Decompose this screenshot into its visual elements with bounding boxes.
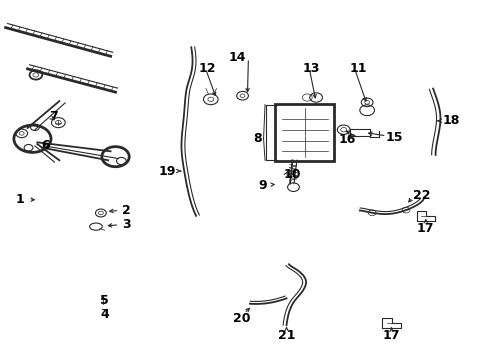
Text: 18: 18	[443, 114, 460, 127]
Text: 11: 11	[350, 62, 368, 75]
Text: 8: 8	[253, 132, 262, 145]
Text: 3: 3	[122, 218, 130, 231]
Text: 22: 22	[413, 189, 430, 202]
Text: 16: 16	[339, 133, 356, 146]
Text: 1: 1	[15, 193, 24, 206]
Text: 20: 20	[233, 311, 250, 325]
Text: 2: 2	[122, 204, 131, 217]
Text: 7: 7	[49, 110, 58, 123]
Text: 6: 6	[41, 139, 49, 152]
Text: 17: 17	[383, 329, 400, 342]
Text: 12: 12	[198, 62, 216, 75]
Text: 5: 5	[100, 294, 109, 307]
Text: 21: 21	[278, 329, 295, 342]
Text: 14: 14	[228, 51, 246, 64]
Text: 4: 4	[100, 308, 109, 321]
Text: 10: 10	[283, 168, 300, 181]
Text: 17: 17	[417, 222, 435, 235]
Text: 15: 15	[385, 131, 403, 144]
Text: 9: 9	[258, 179, 267, 192]
Text: 19: 19	[158, 165, 175, 177]
Text: 13: 13	[303, 62, 320, 75]
